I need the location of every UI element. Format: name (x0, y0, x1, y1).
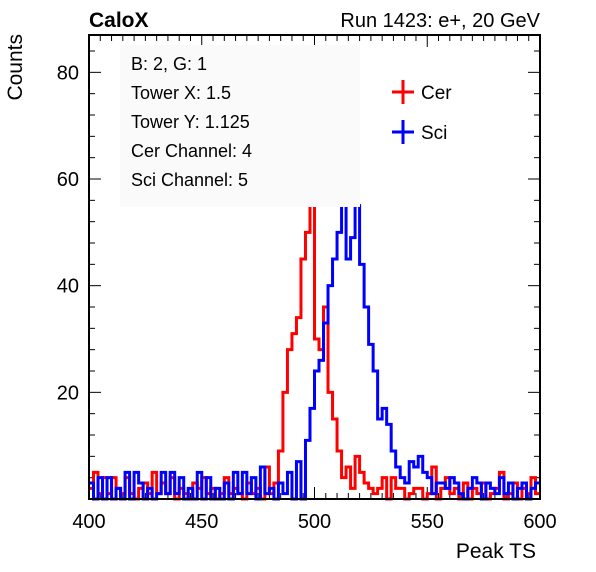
series-layer (89, 166, 540, 501)
info-box-background (120, 45, 360, 207)
x-tick-label: 450 (185, 511, 218, 533)
legend-marker-cer (392, 80, 414, 104)
legend-marker-sci (392, 120, 414, 144)
x-tick-label: 600 (523, 511, 556, 533)
y-tick-label: 40 (57, 276, 79, 298)
info-box: B: 2, G: 1 Tower X: 1.5 Tower Y: 1.125 C… (120, 45, 360, 207)
y-tick-label: 20 (57, 382, 79, 404)
y-tick-labels: 20 40 60 80 (57, 62, 79, 404)
series-cer-line (89, 166, 540, 501)
y-tick-label: 60 (57, 169, 79, 191)
plot-frame (88, 34, 541, 500)
y-tick-label: 80 (57, 62, 79, 84)
y-axis-label: Counts (4, 34, 27, 101)
x-tick-label: 500 (298, 511, 331, 533)
info-line-board: B: 2, G: 1 (131, 54, 207, 74)
brand-label: CaloX (89, 9, 149, 32)
legend-label-cer: Cer (421, 83, 452, 104)
info-line-tower-y: Tower Y: 1.125 (131, 112, 250, 132)
x-tick-labels: 400 450 500 550 600 (72, 511, 556, 533)
legend: Cer Sci (392, 80, 452, 144)
run-info-label: Run 1423: e+, 20 GeV (340, 10, 540, 32)
legend-label-sci: Sci (421, 123, 447, 144)
info-line-sci-channel: Sci Channel: 5 (131, 170, 248, 190)
info-line-cer-channel: Cer Channel: 4 (131, 141, 252, 161)
x-tick-label: 550 (411, 511, 444, 533)
x-axis-label: Peak TS (456, 540, 536, 563)
x-tick-label: 400 (72, 511, 105, 533)
info-line-tower-x: Tower X: 1.5 (131, 83, 231, 103)
